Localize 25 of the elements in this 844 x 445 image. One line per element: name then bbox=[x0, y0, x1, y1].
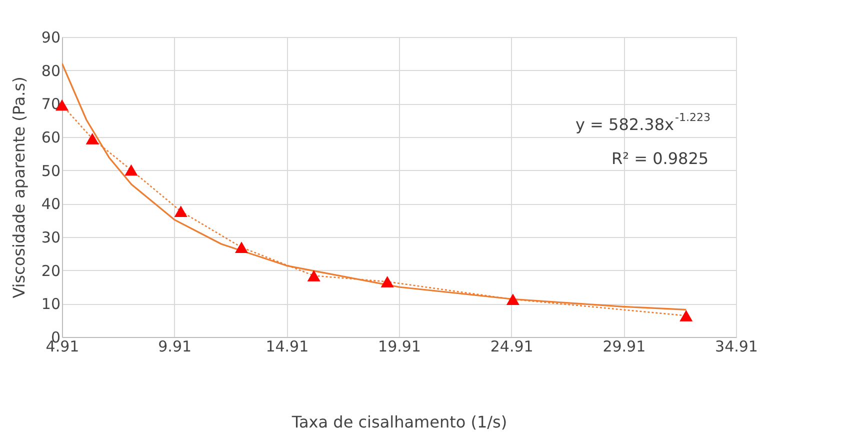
annotation: R² = 0.9825 bbox=[611, 149, 709, 168]
x-tick-label: 24.91 bbox=[490, 338, 534, 356]
y-tick-label: 20 bbox=[41, 262, 60, 280]
x-axis-title: Taxa de cisalhamento (1/s) bbox=[290, 412, 508, 432]
x-tick-label: 9.91 bbox=[158, 338, 192, 356]
x-tick-label: 29.91 bbox=[602, 338, 646, 356]
y-axis-title: Viscosidade aparente (Pa.s) bbox=[9, 76, 28, 298]
y-tick-label: 30 bbox=[41, 228, 60, 246]
y-tick-label: 40 bbox=[41, 195, 60, 214]
y-tick-label: 50 bbox=[41, 162, 60, 180]
x-tick-label: 34.91 bbox=[715, 338, 758, 356]
y-tick-label: 10 bbox=[41, 295, 60, 314]
point bbox=[680, 310, 693, 322]
y-tick-label: 90 bbox=[41, 28, 60, 46]
x-tick-label: 14.91 bbox=[266, 338, 309, 356]
point bbox=[86, 133, 99, 144]
point bbox=[380, 276, 394, 288]
y-tick-label: 80 bbox=[41, 62, 60, 80]
point bbox=[506, 294, 520, 305]
point bbox=[307, 270, 320, 282]
point bbox=[124, 164, 138, 176]
point bbox=[174, 206, 188, 217]
x-tick-label: 19.91 bbox=[378, 338, 421, 356]
point bbox=[234, 242, 248, 253]
y-tick-label: 60 bbox=[41, 128, 60, 146]
